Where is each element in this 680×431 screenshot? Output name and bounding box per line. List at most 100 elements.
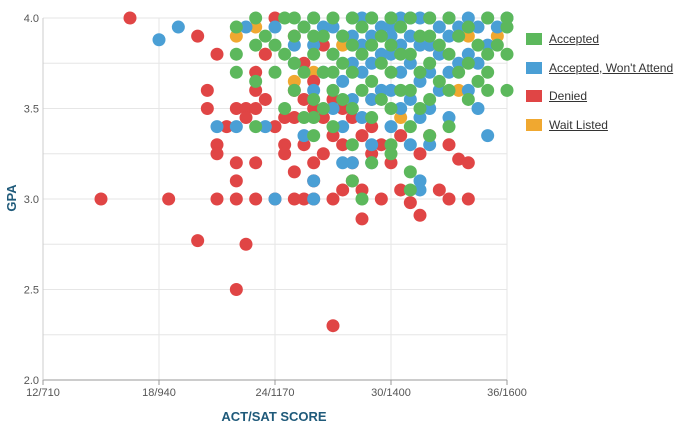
data-point — [355, 129, 369, 143]
data-point — [374, 29, 388, 43]
data-point — [490, 29, 504, 43]
data-point — [403, 92, 417, 106]
data-point — [345, 102, 359, 115]
x-tick-label: 24/1170 — [256, 387, 295, 399]
data-point — [249, 83, 263, 97]
data-point — [442, 192, 456, 206]
data-point — [413, 102, 427, 115]
data-point — [403, 11, 417, 25]
data-point — [500, 47, 514, 61]
data-point — [307, 11, 321, 25]
data-point — [326, 65, 340, 79]
data-point — [307, 74, 321, 88]
data-point — [461, 56, 475, 70]
data-point — [461, 156, 475, 170]
data-point — [442, 65, 456, 79]
legend-item[interactable]: Denied — [526, 86, 673, 106]
data-point — [403, 196, 417, 210]
data-point — [316, 20, 330, 34]
data-point — [413, 183, 427, 197]
data-point — [481, 11, 495, 25]
data-point — [413, 111, 427, 125]
data-point — [384, 83, 398, 97]
data-point — [365, 56, 379, 70]
data-point — [249, 102, 263, 115]
data-point — [461, 83, 475, 97]
data-point — [384, 47, 398, 61]
data-point — [307, 83, 321, 97]
data-point — [394, 38, 408, 52]
data-point — [365, 147, 379, 161]
data-point — [316, 102, 330, 115]
data-point — [452, 83, 466, 97]
data-point — [326, 11, 340, 25]
data-point — [384, 29, 398, 43]
data-point — [365, 120, 379, 134]
data-point — [200, 83, 214, 97]
data-point — [316, 29, 330, 43]
data-point — [423, 11, 437, 25]
data-point — [355, 212, 369, 226]
data-point — [394, 11, 408, 25]
data-point — [374, 138, 388, 152]
data-point — [297, 138, 311, 152]
data-point — [413, 29, 427, 43]
legend-item[interactable]: Accepted — [526, 29, 673, 49]
data-point — [268, 120, 282, 134]
data-point — [432, 74, 446, 88]
data-point — [423, 56, 437, 70]
legend-item[interactable]: Accepted, Won't Attend — [526, 58, 673, 78]
y-tick-label: 3.5 — [24, 104, 39, 116]
data-point — [258, 29, 272, 43]
data-point — [345, 29, 359, 43]
data-point — [481, 38, 495, 52]
data-point — [403, 56, 417, 70]
legend-item[interactable]: Wait Listed — [526, 115, 673, 135]
data-point — [394, 102, 408, 115]
data-point — [500, 11, 514, 25]
data-point — [229, 156, 243, 170]
y-axis-title: GPA — [4, 184, 19, 212]
data-point — [268, 11, 282, 25]
data-point — [403, 120, 417, 134]
data-point — [403, 29, 417, 43]
data-point — [268, 20, 282, 34]
x-tick-label: 30/1400 — [371, 387, 411, 399]
data-point — [461, 192, 475, 206]
data-point — [336, 38, 350, 52]
data-point — [210, 192, 224, 206]
data-point — [365, 92, 379, 106]
data-point — [471, 74, 485, 88]
data-point — [239, 111, 253, 125]
data-point — [200, 102, 214, 115]
legend-label: Accepted — [549, 32, 600, 46]
data-point — [442, 138, 456, 152]
data-point — [210, 120, 224, 134]
data-point — [345, 11, 359, 25]
data-point — [452, 29, 466, 43]
data-point — [452, 56, 466, 70]
data-point — [403, 83, 417, 97]
data-point — [229, 65, 243, 79]
data-point — [403, 138, 417, 152]
data-point — [297, 56, 311, 70]
data-point — [413, 38, 427, 52]
data-point — [355, 111, 369, 125]
data-point — [239, 102, 253, 115]
data-point — [345, 174, 359, 188]
y-tick-label: 2.0 — [24, 375, 39, 387]
data-point — [394, 83, 408, 97]
data-point — [384, 102, 398, 115]
data-point — [249, 11, 263, 25]
data-point — [297, 65, 311, 79]
data-point — [394, 183, 408, 197]
tick-labels: 12/710 18/940 24/1170 30/1400 36/1600 2.0 2.5 3… — [24, 13, 527, 399]
x-axis-title: ACT/SAT SCORE — [221, 409, 327, 424]
data-point — [229, 120, 243, 134]
data-point — [336, 102, 350, 115]
data-point — [210, 138, 224, 152]
data-point — [365, 38, 379, 52]
data-point — [278, 47, 292, 61]
data-point — [94, 192, 108, 206]
data-point — [336, 120, 350, 134]
